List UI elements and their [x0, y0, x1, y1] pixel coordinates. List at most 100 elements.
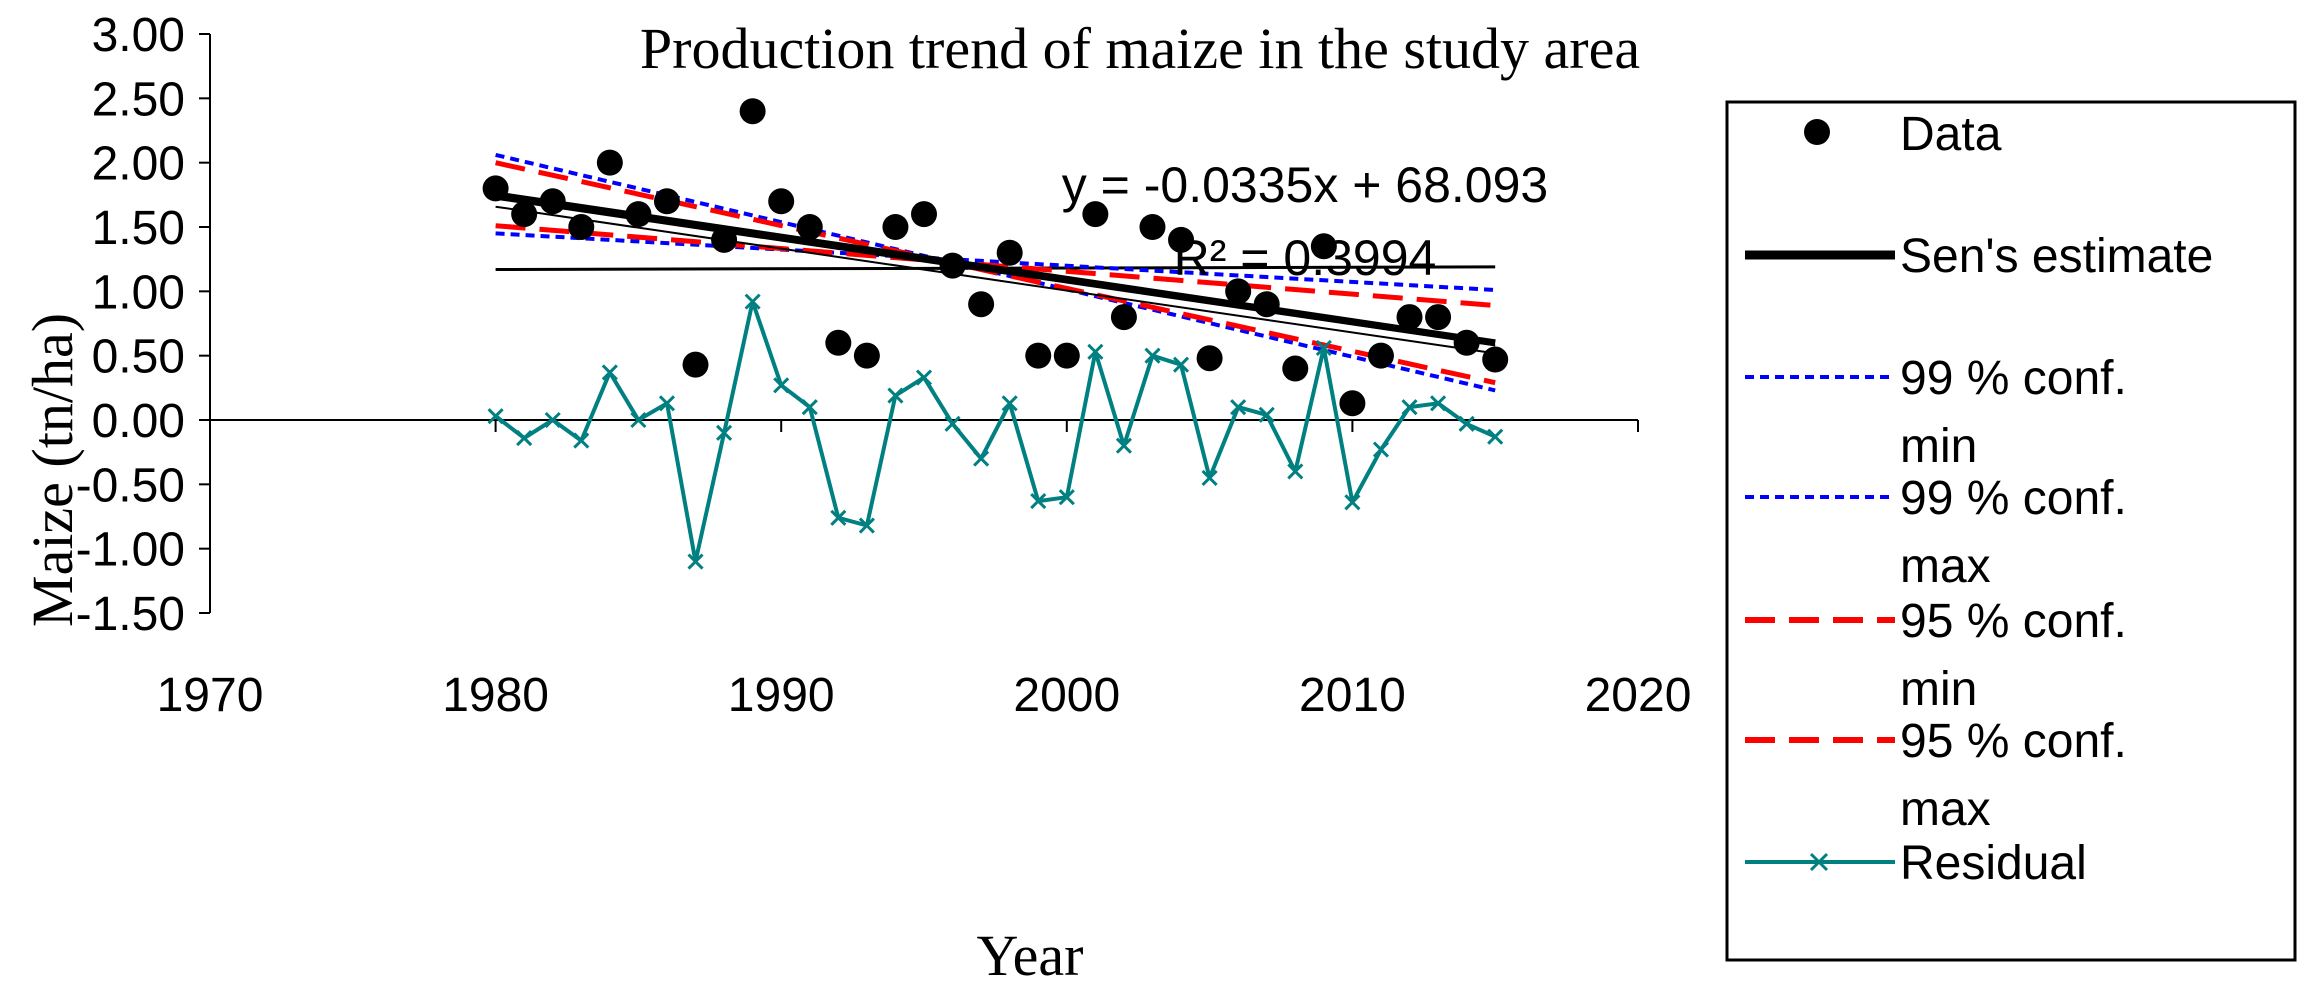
data-point	[1196, 345, 1223, 372]
data-point	[482, 175, 509, 202]
y-tick-label: 1.50	[92, 202, 185, 255]
data-point	[1482, 346, 1509, 373]
residual-marker	[944, 415, 961, 432]
data-point	[796, 214, 823, 240]
data-point	[1082, 201, 1109, 228]
residual-marker	[544, 411, 561, 429]
data-point	[882, 214, 909, 240]
legend-95max-label: 95 % conf.	[1900, 715, 2127, 768]
residual-marker	[773, 377, 790, 394]
y-tick-label: 2.50	[92, 73, 185, 126]
residual-marker	[630, 411, 647, 429]
data-point	[1339, 390, 1366, 417]
residual-marker	[1172, 356, 1190, 373]
residual-marker	[1372, 441, 1390, 458]
x-tick-label: 2000	[1013, 669, 1120, 722]
residual-marker	[1258, 406, 1275, 423]
x-tick-label: 2010	[1299, 669, 1406, 722]
residual-marker	[1144, 347, 1161, 364]
y-tick-label: 3.00	[92, 9, 185, 62]
data-point	[653, 188, 680, 215]
legend-residual-label: Residual	[1900, 837, 2087, 890]
legend-data-marker	[1804, 119, 1830, 145]
chart-title: Production trend of maize in the study a…	[640, 16, 1640, 81]
y-axis-label: Maize (tn/ha)	[20, 313, 85, 627]
data-point	[1425, 304, 1452, 331]
residual-marker	[1058, 489, 1075, 506]
y-tick-label: -1.00	[76, 524, 185, 577]
residual-marker	[1230, 399, 1247, 416]
residual-marker	[1487, 428, 1504, 445]
sen-s-estimate-line	[495, 191, 1496, 347]
x-tick-label: 1980	[442, 669, 549, 722]
legend-95max-label-2: max	[1900, 783, 1991, 836]
residual-marker	[1030, 492, 1047, 510]
data-point	[968, 291, 995, 318]
trend-line-2	[495, 205, 1496, 355]
data-point	[939, 252, 966, 279]
residual-marker	[887, 387, 904, 404]
residual-marker	[1401, 399, 1418, 416]
data-point	[1396, 304, 1423, 331]
y-tick-label: 1.00	[92, 266, 185, 319]
data-point	[511, 201, 538, 228]
data-point	[1053, 342, 1080, 369]
data-point	[1253, 291, 1280, 318]
residual-marker	[573, 432, 590, 449]
data-point	[1367, 342, 1394, 369]
y-tick-label: 0.50	[92, 331, 185, 384]
trend-line	[495, 197, 1496, 347]
residual-marker	[516, 429, 533, 447]
legend-sen-label: Sen's estimate	[1900, 230, 2213, 283]
x-axis-label: Year	[977, 923, 1084, 988]
residual-marker	[915, 369, 933, 386]
data-point	[1310, 233, 1337, 260]
equation-label: y = -0.0335x + 68.093	[1062, 157, 1548, 213]
legend-data-label: Data	[1900, 108, 2002, 161]
legend-95min-label: 95 % conf.	[1900, 595, 2127, 648]
legend-frame	[1725, 100, 2297, 962]
series-layer	[482, 98, 1509, 570]
data-point	[539, 188, 566, 215]
data-point	[1282, 355, 1309, 382]
residual-marker	[973, 450, 990, 467]
data-point	[739, 98, 766, 125]
y-tick-label: 0.00	[92, 395, 185, 448]
data-point	[996, 239, 1023, 266]
residual-marker	[1115, 437, 1132, 454]
99-conf-min-line	[495, 231, 1496, 292]
data-point	[596, 149, 623, 176]
data-point	[768, 188, 795, 215]
residual-line	[494, 299, 1497, 564]
x-tick-label: 1990	[728, 669, 835, 722]
residual-marker	[716, 424, 733, 441]
y-tick-label: -1.50	[76, 588, 185, 641]
residual-marker	[1430, 395, 1447, 412]
residual-marker	[658, 395, 676, 412]
data-point	[682, 351, 709, 378]
residual-marker	[1315, 339, 1332, 357]
residual-marker	[601, 364, 618, 381]
data-point	[1453, 329, 1480, 356]
data-point	[711, 226, 738, 253]
data-point	[625, 201, 652, 228]
residual-marker	[1201, 469, 1218, 486]
data-point	[853, 342, 880, 369]
residual-marker	[744, 293, 761, 310]
x-tick-label: 2020	[1585, 669, 1692, 722]
legend: Data Sen's estimate 99 % conf. min 99 % …	[1725, 100, 2297, 962]
residual-marker	[1001, 395, 1018, 412]
legend-99max-label: 99 % conf.	[1900, 472, 2127, 525]
data-point	[1025, 342, 1052, 369]
residual-marker	[1344, 494, 1361, 511]
residual-marker	[1287, 463, 1304, 480]
legend-99max-label-2: max	[1900, 540, 1991, 593]
residual-marker	[1087, 343, 1104, 360]
residual-marker	[801, 399, 818, 416]
residual-marker	[1458, 415, 1475, 432]
data-point	[568, 214, 595, 240]
data-point	[1139, 214, 1166, 240]
y-tick-label: -0.50	[76, 459, 185, 512]
legend-residual-marker	[1809, 852, 1829, 872]
